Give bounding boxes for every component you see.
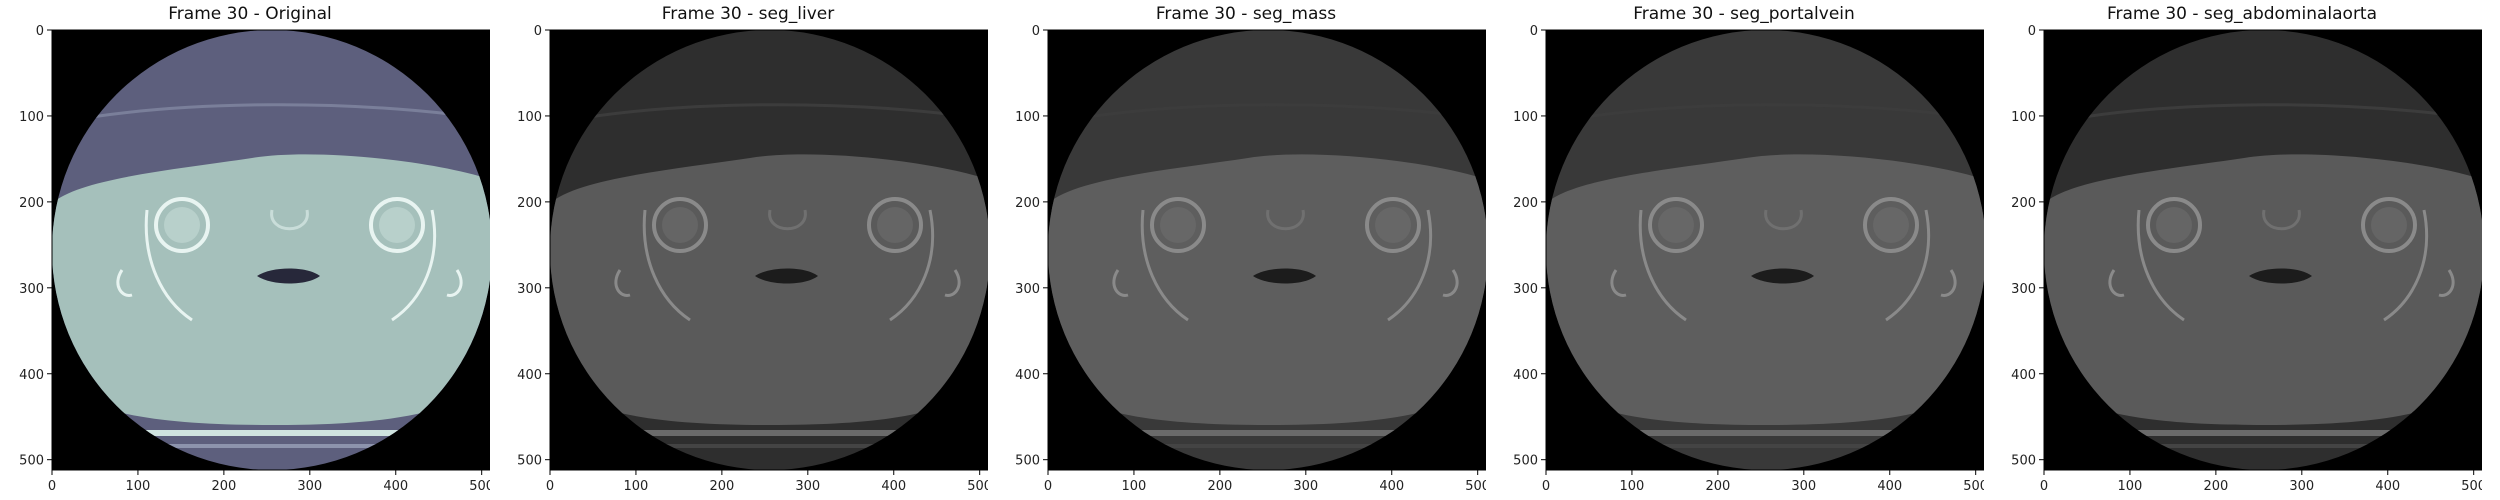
x-tick-label: 300 <box>1791 479 1816 494</box>
x-tick-label: 0 <box>546 479 554 494</box>
y-tick-label: 500 <box>517 454 542 469</box>
x-tick-label: 200 <box>1705 479 1730 494</box>
axes-frame <box>549 29 988 471</box>
y-tick-label: 100 <box>1513 110 1538 125</box>
x-tick-label: 100 <box>1620 479 1645 494</box>
x-tick-label: 500 <box>967 479 988 494</box>
x-tick-label: 500 <box>2461 479 2482 494</box>
y-tick-label: 0 <box>2028 24 2036 39</box>
x-tick-label: 500 <box>1963 479 1984 494</box>
x-tick-label: 500 <box>469 479 490 494</box>
x-tick-label: 300 <box>795 479 820 494</box>
y-tick-label: 300 <box>1015 282 1040 297</box>
x-tick-label: 400 <box>881 479 906 494</box>
image-axes: 0 100 200 300 400 500 0 100 200 300 400 500 <box>1015 24 1486 494</box>
x-tick-label: 100 <box>1122 479 1147 494</box>
y-tick-label: 300 <box>517 282 542 297</box>
y-tick-label: 0 <box>1032 24 1040 39</box>
y-tick-label: 200 <box>2011 196 2036 211</box>
y-tick-label: 400 <box>1015 368 1040 383</box>
ct-slice-image <box>1546 30 1984 470</box>
y-tick-label: 300 <box>2011 282 2036 297</box>
y-tick-label: 100 <box>1015 110 1040 125</box>
axes-frame <box>1047 29 1486 471</box>
x-tick-label: 0 <box>2040 479 2048 494</box>
x-tick-label: 0 <box>1542 479 1550 494</box>
y-tick-label: 500 <box>19 454 44 469</box>
x-tick-label: 100 <box>126 479 151 494</box>
y-tick-label: 100 <box>2011 110 2036 125</box>
axes-frame <box>51 29 490 471</box>
panel-title: Frame 30 - seg_portalvein <box>1633 4 1855 24</box>
panel-title: Frame 30 - seg_liver <box>661 4 835 24</box>
x-tick-label: 400 <box>383 479 408 494</box>
y-tick-label: 0 <box>1530 24 1538 39</box>
y-tick-label: 100 <box>517 110 542 125</box>
y-tick-label: 400 <box>1513 368 1538 383</box>
panel-title: Frame 30 - seg_abdominalaorta <box>2106 4 2378 24</box>
panel-original: Frame 30 - Original 0 100 200 300 400 500 0 100… <box>10 0 490 500</box>
x-tick-label: 0 <box>48 479 56 494</box>
y-tick-label: 300 <box>19 282 44 297</box>
x-tick-label: 300 <box>1293 479 1318 494</box>
panel-title: Frame 30 - seg_mass <box>1155 4 1337 24</box>
ct-slice-image <box>550 30 988 470</box>
ct-slice-image <box>1048 30 1486 470</box>
y-tick-label: 500 <box>1513 454 1538 469</box>
y-tick-label: 200 <box>1513 196 1538 211</box>
x-tick-label: 0 <box>1044 479 1052 494</box>
panel-seg-portalvein: Frame 30 - seg_portalvein 0 100 200 300 400 5… <box>1504 0 1984 500</box>
axes-frame <box>1545 29 1984 471</box>
image-axes: 0 100 200 300 400 500 0 100 200 300 400 500 <box>517 24 988 494</box>
x-tick-label: 200 <box>211 479 236 494</box>
x-tick-label: 200 <box>1207 479 1232 494</box>
panel-title: Frame 30 - Original <box>168 4 332 24</box>
y-tick-label: 200 <box>19 196 44 211</box>
panel-seg-mass: Frame 30 - seg_mass 0 100 200 300 400 500 0 100… <box>1006 0 1486 500</box>
y-tick-label: 200 <box>517 196 542 211</box>
ct-slice-image <box>52 30 490 470</box>
axes-frame <box>2043 29 2482 471</box>
y-tick-label: 100 <box>19 110 44 125</box>
y-tick-label: 0 <box>534 24 542 39</box>
panel-seg-abdominalaorta: Frame 30 - seg_abdominalaorta 0 100 200 300… <box>2002 0 2482 500</box>
y-tick-label: 0 <box>36 24 44 39</box>
x-tick-label: 100 <box>624 479 649 494</box>
image-axes: 0 100 200 300 400 500 0 100 200 300 400 500 <box>2011 24 2482 494</box>
x-tick-label: 400 <box>2375 479 2400 494</box>
y-tick-label: 500 <box>2011 454 2036 469</box>
x-tick-label: 200 <box>709 479 734 494</box>
x-tick-label: 100 <box>2118 479 2143 494</box>
ct-slice-image <box>2044 30 2482 470</box>
x-tick-label: 400 <box>1379 479 1404 494</box>
x-tick-label: 500 <box>1465 479 1486 494</box>
x-tick-label: 400 <box>1877 479 1902 494</box>
y-tick-label: 400 <box>517 368 542 383</box>
y-tick-label: 400 <box>2011 368 2036 383</box>
image-axes: 0 100 200 300 400 500 0 100 200 300 400 500 <box>19 24 490 494</box>
x-tick-label: 200 <box>2203 479 2228 494</box>
y-tick-label: 300 <box>1513 282 1538 297</box>
x-tick-label: 300 <box>2289 479 2314 494</box>
image-axes: 0 100 200 300 400 500 0 100 200 300 400 500 <box>1513 24 1984 494</box>
y-tick-label: 400 <box>19 368 44 383</box>
x-tick-label: 300 <box>297 479 322 494</box>
y-tick-label: 500 <box>1015 454 1040 469</box>
panel-seg-liver: Frame 30 - seg_liver 0 100 200 300 400 500 0 10… <box>508 0 988 500</box>
y-tick-label: 200 <box>1015 196 1040 211</box>
